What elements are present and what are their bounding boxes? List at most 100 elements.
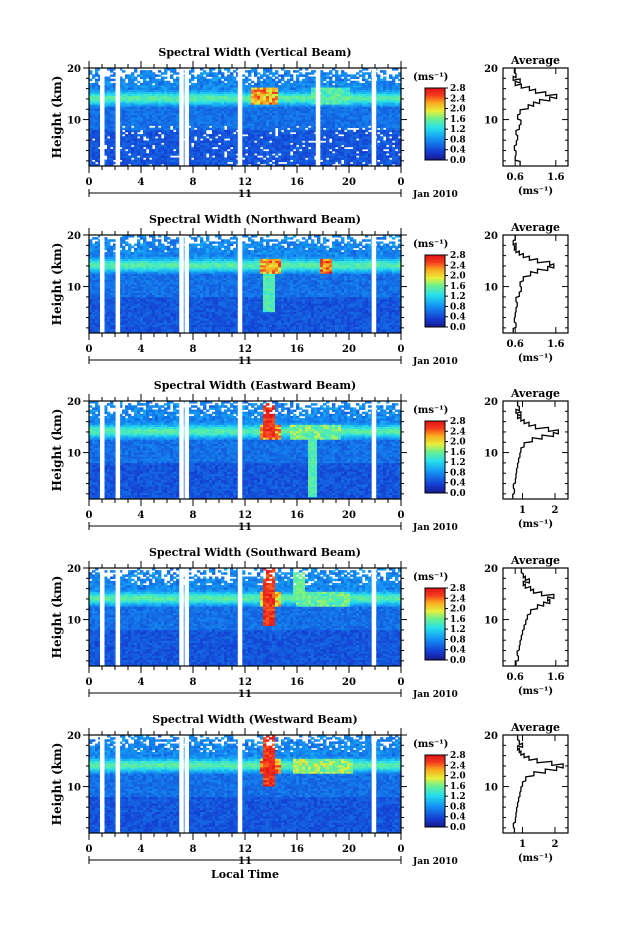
heatmap-cell bbox=[203, 77, 206, 80]
heatmap-cell bbox=[140, 83, 143, 86]
heatmap-cell bbox=[173, 132, 176, 135]
heatmap-cells bbox=[89, 68, 401, 166]
heatmap-cell bbox=[320, 143, 323, 146]
heatmap-cell bbox=[128, 74, 131, 77]
heatmap-cell bbox=[245, 77, 248, 80]
heatmap-cell bbox=[287, 79, 290, 82]
heatmap-cell bbox=[110, 79, 113, 82]
heatmap-cell bbox=[290, 74, 293, 77]
heatmap-cell bbox=[194, 83, 197, 86]
heatmap-cell bbox=[218, 145, 221, 148]
heatmap-cell bbox=[230, 72, 233, 75]
figure: Spectral Width (Vertical Beam)1020Height… bbox=[0, 0, 623, 929]
heatmap-cell bbox=[92, 140, 95, 143]
heatmap-cell bbox=[242, 136, 245, 139]
heatmap-cell bbox=[206, 138, 209, 141]
heatmap-cell bbox=[92, 74, 95, 77]
heatmap-cell bbox=[245, 136, 248, 139]
heatmap-cell bbox=[203, 136, 206, 139]
heatmap-cell bbox=[251, 85, 254, 88]
heatmap-cell bbox=[305, 130, 308, 133]
heatmap-cell bbox=[122, 70, 125, 73]
heatmap-cell bbox=[278, 85, 281, 88]
heatmap-cell bbox=[143, 160, 146, 163]
heatmap-cell bbox=[308, 143, 311, 146]
heatmap-cell bbox=[110, 83, 113, 86]
heatmap-cell bbox=[218, 77, 221, 80]
heatmap-cell bbox=[311, 77, 314, 80]
heatmap-cell bbox=[158, 79, 161, 82]
heatmap-cell bbox=[149, 128, 152, 131]
heatmap-cell bbox=[257, 77, 260, 80]
heatmap-cell bbox=[248, 83, 251, 86]
heatmap-cell bbox=[131, 134, 134, 137]
heatmap-cell bbox=[158, 70, 161, 73]
heatmap-cell bbox=[125, 151, 128, 154]
heatmap-cell bbox=[296, 147, 299, 150]
heatmap-cell bbox=[287, 130, 290, 133]
heatmap-cell bbox=[191, 147, 194, 150]
heatmap-cell bbox=[131, 147, 134, 150]
heatmap-cell bbox=[152, 72, 155, 75]
heatmap-cell bbox=[272, 72, 275, 75]
heatmap-cell bbox=[152, 85, 155, 88]
spectral-width-panel: Spectral Width (Vertical Beam)1020Height… bbox=[50, 46, 568, 200]
heatmap-cell bbox=[302, 79, 305, 82]
heatmap-cell bbox=[284, 70, 287, 73]
heatmap-cell bbox=[212, 157, 215, 160]
heatmap-cell bbox=[299, 151, 302, 154]
heatmap-cell bbox=[152, 149, 155, 152]
heatmap-cell bbox=[296, 128, 299, 131]
heatmap-cell bbox=[122, 132, 125, 135]
heatmap-cell bbox=[176, 77, 179, 80]
heatmap-cell bbox=[233, 70, 236, 73]
heatmap-cell bbox=[245, 85, 248, 88]
heatmap-cell bbox=[203, 70, 206, 73]
heatmap-cell bbox=[221, 72, 224, 75]
heatmap-cell bbox=[308, 77, 311, 80]
heatmap-cell bbox=[164, 77, 167, 80]
heatmap-cell bbox=[137, 157, 140, 160]
heatmap-cell bbox=[269, 134, 272, 137]
heatmap-cell bbox=[257, 157, 260, 160]
heatmap-cell bbox=[110, 74, 113, 77]
heatmap-cell bbox=[290, 155, 293, 158]
heatmap-cell bbox=[245, 155, 248, 158]
heatmap-cell bbox=[224, 77, 227, 80]
heatmap-cell bbox=[260, 74, 263, 77]
heatmap-cell bbox=[125, 134, 128, 137]
heatmap-cell bbox=[224, 157, 227, 160]
heatmap-cell bbox=[248, 79, 251, 82]
heatmap-cell bbox=[164, 81, 167, 84]
heatmap-cell bbox=[290, 83, 293, 86]
heatmap-cell bbox=[266, 74, 269, 77]
heatmap-cell bbox=[125, 74, 128, 77]
heatmap-cell bbox=[104, 160, 107, 163]
heatmap-cell bbox=[152, 128, 155, 131]
heatmap-cell bbox=[149, 70, 152, 73]
heatmap-cell bbox=[278, 74, 281, 77]
heatmap-cell bbox=[143, 149, 146, 152]
heatmap-cell bbox=[263, 79, 266, 82]
heatmap-cell bbox=[311, 143, 314, 146]
heatmap-cell bbox=[242, 74, 245, 77]
panel-title: Spectral Width (Vertical Beam) bbox=[158, 46, 351, 59]
heatmap-cell bbox=[209, 140, 212, 143]
heatmap-cell bbox=[146, 153, 149, 156]
heatmap-cell bbox=[302, 143, 305, 146]
heatmap-cell bbox=[272, 162, 275, 165]
heatmap-cell bbox=[206, 157, 209, 160]
heatmap-cell bbox=[308, 72, 311, 75]
heatmap-cell bbox=[275, 77, 278, 80]
heatmap-cell bbox=[266, 151, 269, 154]
heatmap-cell bbox=[215, 72, 218, 75]
heatmap-cell bbox=[128, 155, 131, 158]
heatmap-cell bbox=[194, 77, 197, 80]
heatmap-cell bbox=[122, 128, 125, 131]
heatmap-cell bbox=[155, 74, 158, 77]
heatmap-cell bbox=[200, 140, 203, 143]
heatmap-cell bbox=[170, 83, 173, 86]
heatmap-cell bbox=[275, 157, 278, 160]
heatmap-cell bbox=[209, 128, 212, 131]
heatmap-cell bbox=[272, 79, 275, 82]
